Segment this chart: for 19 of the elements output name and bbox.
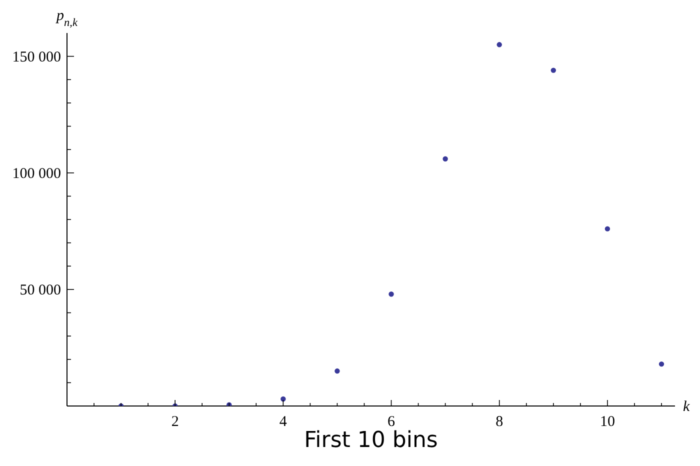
x-tick-label: 2 (171, 414, 179, 430)
point (604, 226, 610, 232)
point (388, 292, 394, 297)
x-tick-label: 10 (600, 414, 615, 430)
x-axis-title: k (683, 399, 690, 415)
y-tick-label: 150 000 (12, 49, 61, 66)
y-tick-label: 50 000 (20, 282, 61, 298)
point (334, 368, 340, 374)
x-tick-label: 6 (388, 414, 396, 430)
point (550, 68, 556, 73)
point (658, 361, 664, 367)
x-tick-label: 4 (279, 414, 288, 430)
point (442, 156, 448, 162)
text: First 10 bins (304, 428, 438, 453)
point (496, 42, 502, 48)
y-tick-label: 100 000 (12, 166, 61, 182)
point (280, 396, 286, 402)
y-axis-title: p$_{n,k}$ (56, 8, 78, 29)
x-tick-label: 8 (496, 414, 504, 430)
